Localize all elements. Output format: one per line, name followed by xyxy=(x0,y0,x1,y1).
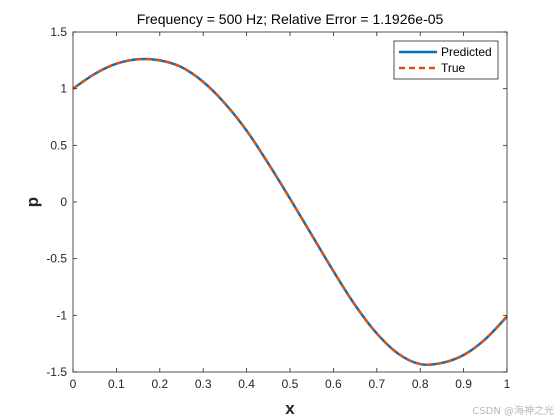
y-ticks: -1.5 -1 -0.5 0 0.5 1 1.5 xyxy=(46,25,507,379)
series-line-predicted xyxy=(72,57,508,367)
x-tick-label: 0 xyxy=(70,377,77,391)
legend-label-true: True xyxy=(441,61,466,75)
y-tick-label: 0 xyxy=(60,195,67,209)
x-tick-label: 0.7 xyxy=(368,377,385,391)
watermark: CSDN @海神之光 xyxy=(472,406,554,417)
legend-box xyxy=(393,40,499,80)
chart-title: Frequency = 500 Hz; Relative Error = 1.1… xyxy=(137,11,444,27)
y-tick-label: 1.5 xyxy=(50,25,67,39)
y-tick-label: -1.5 xyxy=(46,365,67,379)
x-ticks: 0 0.1 0.2 0.3 0.4 0.5 0.6 0.7 0.8 0.9 1 xyxy=(70,32,511,391)
y-tick-label: -1 xyxy=(56,308,67,322)
series-lines xyxy=(72,57,508,367)
y-tick-label: -0.5 xyxy=(46,252,67,266)
x-tick-label: 0.1 xyxy=(108,377,125,391)
x-tick-label: 0.3 xyxy=(195,377,212,391)
x-tick-label: 0.9 xyxy=(455,377,472,391)
y-axis-label: p xyxy=(23,197,42,207)
legend-label-predicted: Predicted xyxy=(441,45,492,59)
x-tick-label: 0.6 xyxy=(325,377,342,391)
x-tick-label: 0.2 xyxy=(151,377,168,391)
x-tick-label: 0.5 xyxy=(282,377,299,391)
x-axis-label: x xyxy=(285,399,295,418)
y-tick-label: 1 xyxy=(60,82,67,96)
y-tick-label: 0.5 xyxy=(50,138,67,152)
legend: Predicted True xyxy=(393,40,499,80)
x-tick-label: 0.4 xyxy=(238,377,255,391)
x-tick-label: 0.8 xyxy=(412,377,429,391)
x-tick-label: 1 xyxy=(504,377,511,391)
plot-area xyxy=(73,32,507,372)
